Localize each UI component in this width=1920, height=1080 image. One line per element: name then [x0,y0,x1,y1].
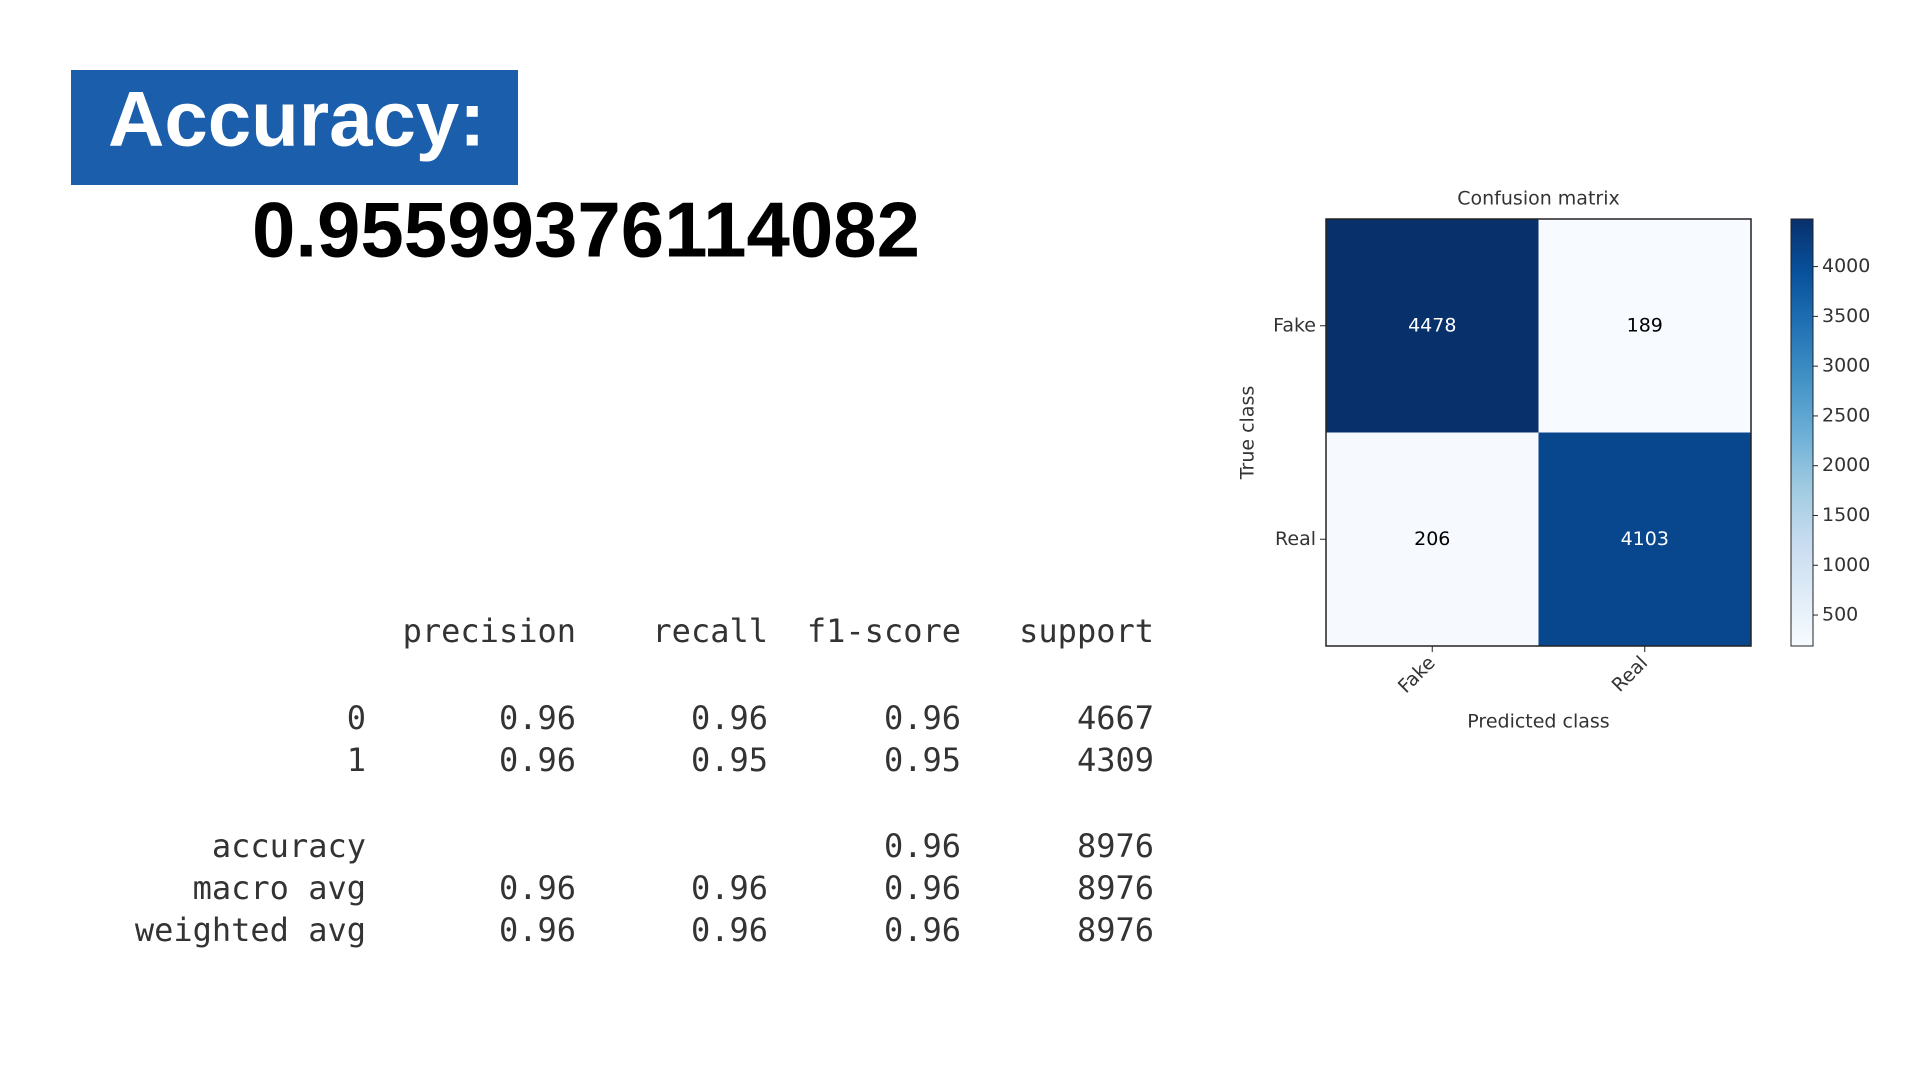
x-tick-label: Real [1608,652,1653,697]
cell: 0.96 [884,911,961,949]
cell: 0.96 [884,699,961,737]
title-box [71,70,518,185]
cell: 8976 [1077,869,1154,907]
confusion-matrix: 4478 189 206 4103 Confusion matrix Fake Real Fa… [1237,188,1871,733]
cell: 0.96 [691,911,768,949]
cell: 0.95 [884,741,961,779]
chart-title: Confusion matrix [1457,188,1619,210]
cell: 0.95 [691,741,768,779]
column-header: recall [652,612,768,650]
column-header: support [1019,612,1154,650]
cell-label: 189 [1627,314,1663,336]
cell: 0.96 [499,741,576,779]
cell: 0.96 [499,911,576,949]
title: Accuracy: [108,75,485,163]
row-label: 1 [347,741,366,779]
y-tick-label: Real [1275,528,1316,550]
cell: 8976 [1077,911,1154,949]
column-header: f1-score [807,612,961,650]
colorbar-tick-label: 2500 [1822,404,1870,426]
cell: 4309 [1077,741,1154,779]
colorbar-tick-label: 1000 [1822,554,1870,576]
colorbar-tick-label: 500 [1822,604,1858,626]
cell-label: 4103 [1621,528,1669,550]
column-header: precision [403,612,576,650]
cell: 0.96 [499,869,576,907]
y-axis-label: True class [1237,386,1259,481]
y-tick-label: Fake [1273,314,1316,336]
colorbar-tick-label: 2000 [1822,454,1870,476]
colorbar-tick-label: 1500 [1822,504,1870,526]
heatmap-cell [1326,219,1539,433]
cell-label: 206 [1414,528,1450,550]
colorbar-tick-label: 3000 [1822,355,1870,377]
classification-report: precision recall f1-score support 0 0.96 0.96 0… [135,612,1154,949]
row-label: macro avg [193,869,366,907]
cell: 0.96 [884,869,961,907]
heatmap-cell [1326,432,1539,646]
cell: 0.96 [691,869,768,907]
colorbar [1790,218,1814,647]
cell: 0.96 [691,699,768,737]
cell-label: 4478 [1408,314,1456,336]
colorbar-tick-label: 3500 [1822,305,1870,327]
cell: 0.96 [884,827,961,865]
cell: 0.96 [499,699,576,737]
accuracy-value: 0.95599376114082 [252,186,920,274]
cell: 8976 [1077,827,1154,865]
axes-frame [1325,218,1752,647]
x-axis-label: Predicted class [1467,711,1609,733]
row-label: accuracy [212,827,366,865]
x-tick-label: Fake [1394,652,1440,698]
heatmap-cell [1538,219,1751,433]
cell: 4667 [1077,699,1154,737]
colorbar-tick-label: 4000 [1822,255,1870,277]
row-label: 0 [347,699,366,737]
heatmap-cell [1538,432,1751,646]
row-label: weighted avg [135,911,366,949]
